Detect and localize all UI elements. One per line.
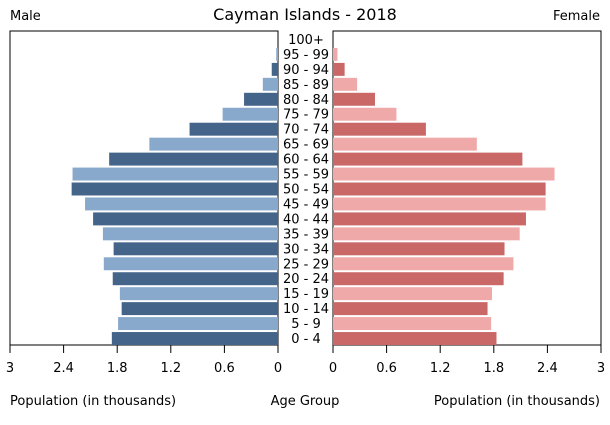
x-tick-label: 0 <box>274 361 282 376</box>
male-bar <box>103 257 278 271</box>
female-label: Female <box>553 9 600 24</box>
female-bar <box>333 212 526 226</box>
age-group-label: 0 - 4 <box>291 332 321 347</box>
male-bars <box>71 47 279 345</box>
female-bar <box>333 317 492 331</box>
female-bar <box>333 62 345 76</box>
female-bar <box>333 92 375 106</box>
female-x-axis-title: Population (in thousands) <box>434 394 600 409</box>
age-group-label: 30 - 34 <box>283 242 329 257</box>
male-bar <box>262 77 278 91</box>
female-bar <box>333 197 546 211</box>
age-group-label: 95 - 99 <box>283 48 329 63</box>
x-tick-label: 3 <box>6 361 14 376</box>
female-bar <box>333 137 477 151</box>
age-group-label: 40 - 44 <box>283 212 329 227</box>
male-bar <box>109 152 278 166</box>
male-bar <box>244 92 278 106</box>
x-tick-label: 1.2 <box>430 361 451 376</box>
male-bar <box>93 212 278 226</box>
female-bar <box>333 257 514 271</box>
female-bar <box>333 332 497 345</box>
male-label: Male <box>10 9 41 24</box>
age-group-label: 60 - 64 <box>283 153 329 168</box>
x-tick-label: 2.4 <box>537 361 558 376</box>
female-bar <box>333 242 505 256</box>
age-group-label: 75 - 79 <box>283 108 329 123</box>
female-bar <box>333 302 488 316</box>
female-bar <box>333 47 338 61</box>
age-group-label: 10 - 14 <box>283 302 329 317</box>
x-tick-label: 0 <box>329 361 337 376</box>
age-group-label: 5 - 9 <box>291 317 321 332</box>
female-bars <box>333 47 555 345</box>
female-x-axis: 0 0.6 1.2 1.8 2.4 3 <box>329 345 605 376</box>
female-bar <box>333 182 546 196</box>
age-group-label: 65 - 69 <box>283 138 329 153</box>
age-group-label: 70 - 74 <box>283 123 329 138</box>
age-group-label: 15 - 19 <box>283 287 329 302</box>
male-bar <box>102 227 278 241</box>
male-x-axis-title: Population (in thousands) <box>10 394 176 409</box>
age-group-label: 90 - 94 <box>283 63 329 78</box>
x-tick-label: 1.8 <box>483 361 504 376</box>
x-tick-label: 0.6 <box>376 361 397 376</box>
age-group-label: 80 - 84 <box>283 93 329 108</box>
female-bar <box>333 122 426 136</box>
male-bar <box>276 47 278 61</box>
male-bar <box>119 287 278 301</box>
male-bar <box>121 302 279 316</box>
age-group-label: 50 - 54 <box>283 183 329 198</box>
female-bar <box>333 272 504 286</box>
female-bar <box>333 107 397 121</box>
male-bar <box>189 122 278 136</box>
age-group-label: 55 - 59 <box>283 168 329 183</box>
male-bar <box>111 332 278 345</box>
male-bar <box>271 62 278 76</box>
age-group-label: 35 - 39 <box>283 227 329 242</box>
x-tick-label: 2.4 <box>53 361 74 376</box>
male-bar <box>71 182 278 196</box>
x-tick-label: 3 <box>597 361 605 376</box>
age-group-label: 100+ <box>288 33 324 48</box>
chart-title: Cayman Islands - 2018 <box>213 5 397 24</box>
male-bar <box>222 107 278 121</box>
female-bar <box>333 167 555 181</box>
male-bar <box>72 167 279 181</box>
age-group-label: 20 - 24 <box>283 272 329 287</box>
age-group-axis-title: Age Group <box>271 394 340 409</box>
male-bar <box>149 137 278 151</box>
male-bar <box>112 272 278 286</box>
x-tick-label: 0.6 <box>214 361 235 376</box>
male-bar <box>113 242 278 256</box>
male-bar <box>85 197 278 211</box>
x-tick-label: 1.2 <box>160 361 181 376</box>
male-bar <box>118 317 279 331</box>
age-group-label: 85 - 89 <box>283 78 329 93</box>
x-tick-label: 1.8 <box>107 361 128 376</box>
female-bar <box>333 152 523 166</box>
age-group-label: 45 - 49 <box>283 197 329 212</box>
female-bar <box>333 227 520 241</box>
female-bar <box>333 287 493 301</box>
age-group-label: 25 - 29 <box>283 257 329 272</box>
male-x-axis: 3 2.4 1.8 1.2 0.6 0 <box>6 345 282 376</box>
female-bar <box>333 77 358 91</box>
